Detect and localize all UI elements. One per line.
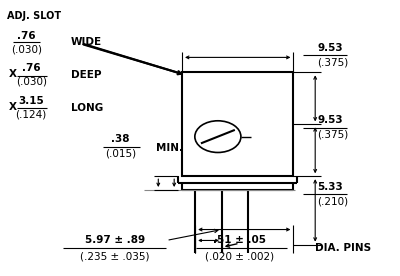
Text: .76: .76 <box>22 63 40 73</box>
Text: DIA. PINS: DIA. PINS <box>315 243 371 253</box>
Text: (.375): (.375) <box>317 57 348 67</box>
Text: .76: .76 <box>17 31 36 41</box>
Circle shape <box>195 121 241 152</box>
Text: LONG: LONG <box>71 103 103 113</box>
Text: DEEP: DEEP <box>71 70 102 80</box>
Bar <box>182 72 293 176</box>
Text: 9.53: 9.53 <box>317 43 343 53</box>
Text: WIDE: WIDE <box>71 37 102 47</box>
Text: (.030): (.030) <box>11 44 42 54</box>
Text: (.020 ± .002): (.020 ± .002) <box>205 251 274 261</box>
Text: (.235 ± .035): (.235 ± .035) <box>80 251 149 261</box>
Text: (.210): (.210) <box>317 197 348 206</box>
Text: X: X <box>8 102 16 112</box>
Text: 3.15: 3.15 <box>18 96 44 106</box>
Text: (.124): (.124) <box>16 110 47 120</box>
Text: ADJ. SLOT: ADJ. SLOT <box>7 11 62 21</box>
Text: (.375): (.375) <box>317 129 348 139</box>
Text: 5.97 ± .89: 5.97 ± .89 <box>84 235 145 245</box>
Text: .51 ± .05: .51 ± .05 <box>213 235 266 245</box>
Text: MIN.: MIN. <box>156 143 183 153</box>
Text: 5.33: 5.33 <box>317 182 343 192</box>
Text: (.030): (.030) <box>16 77 47 87</box>
Text: X: X <box>8 69 16 79</box>
Text: (.015): (.015) <box>105 148 136 158</box>
Text: 9.53: 9.53 <box>317 115 343 125</box>
Text: .38: .38 <box>111 134 130 144</box>
